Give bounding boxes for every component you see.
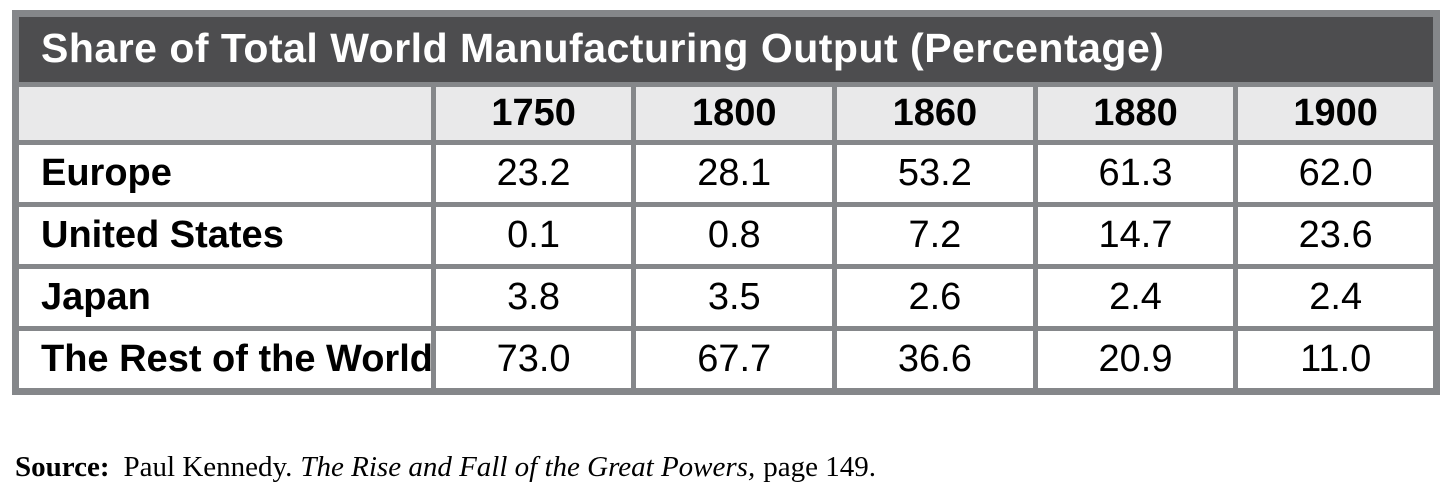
cell-japan-1860: 2.6 (832, 264, 1038, 331)
source-citation: Source: Paul Kennedy. The Rise and Fall of… (15, 451, 876, 484)
cell-us-1860: 7.2 (832, 202, 1038, 269)
cell-europe-1900: 62.0 (1233, 140, 1439, 207)
source-work-title: The Rise and Fall of the Great Powers, (300, 451, 756, 483)
cell-japan-1800: 3.5 (631, 264, 838, 331)
cell-japan-1880: 2.4 (1032, 264, 1239, 331)
cell-europe-1880: 61.3 (1032, 140, 1239, 207)
column-header-1860: 1860 (832, 82, 1038, 145)
cell-europe-1750: 23.2 (430, 140, 637, 207)
row-label-rest-of-world: The Rest of the World (13, 326, 436, 394)
table-row-united-states: United States 0.1 0.8 7.2 14.7 23.6 (13, 202, 1439, 269)
cell-row-1750: 73.0 (430, 326, 637, 394)
table-row-europe: Europe 23.2 28.1 53.2 61.3 62.0 (13, 140, 1439, 207)
corner-empty-cell (13, 82, 436, 145)
cell-us-1880: 14.7 (1032, 202, 1239, 269)
column-header-1750: 1750 (430, 82, 637, 145)
cell-row-1800: 67.7 (631, 326, 838, 394)
column-header-1880: 1880 (1032, 82, 1239, 145)
cell-europe-1800: 28.1 (631, 140, 838, 207)
row-label-europe: Europe (13, 140, 436, 207)
column-header-1800: 1800 (631, 82, 838, 145)
year-header-row: 1750 1800 1860 1880 1900 (13, 82, 1439, 145)
cell-us-1800: 0.8 (631, 202, 838, 269)
row-label-united-states: United States (13, 202, 436, 269)
column-header-1900: 1900 (1233, 82, 1439, 145)
cell-us-1900: 23.6 (1233, 202, 1439, 269)
source-page-number: page 149. (763, 451, 876, 483)
table-row-rest-of-world: The Rest of the World 73.0 67.7 36.6 20.… (13, 326, 1439, 394)
cell-japan-1750: 3.8 (430, 264, 637, 331)
source-author: Paul Kennedy. (123, 451, 293, 483)
cell-europe-1860: 53.2 (832, 140, 1038, 207)
table-row-japan: Japan 3.8 3.5 2.6 2.4 2.4 (13, 264, 1439, 331)
cell-japan-1900: 2.4 (1233, 264, 1439, 331)
cell-us-1750: 0.1 (430, 202, 637, 269)
title-row: Share of Total World Manufacturing Outpu… (13, 11, 1439, 87)
row-label-japan: Japan (13, 264, 436, 331)
cell-row-1880: 20.9 (1032, 326, 1239, 394)
source-label: Source: (15, 451, 110, 483)
cell-row-1860: 36.6 (832, 326, 1038, 394)
manufacturing-output-table: Share of Total World Manufacturing Outpu… (12, 10, 1440, 395)
table-title: Share of Total World Manufacturing Outpu… (13, 11, 1439, 87)
cell-row-1900: 11.0 (1233, 326, 1439, 394)
